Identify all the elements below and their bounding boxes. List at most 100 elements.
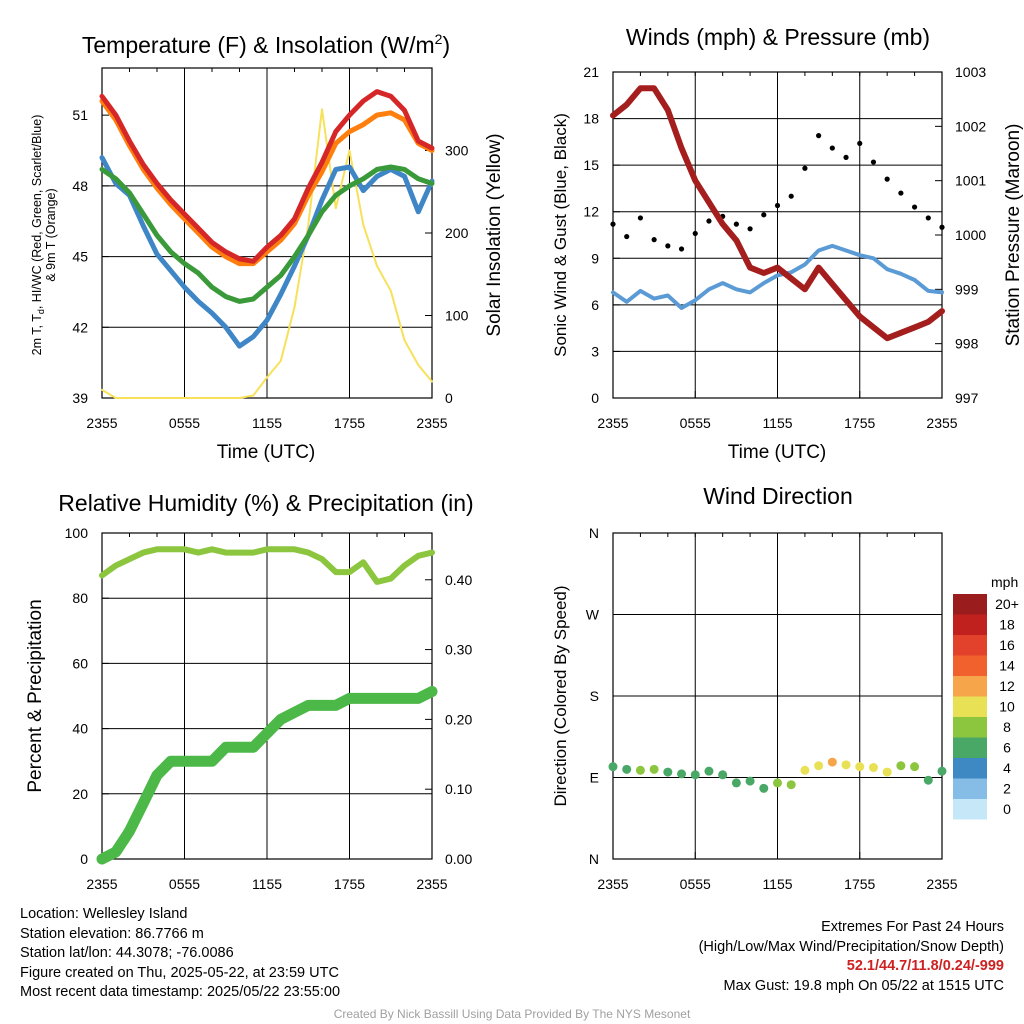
dir-x-tick-label: 2355 <box>597 876 628 892</box>
rh-x-tick-label: 0555 <box>169 876 200 892</box>
humidity-chart-title: Relative Humidity (%) & Precipitation (i… <box>58 490 473 516</box>
direction-point <box>923 775 933 785</box>
rh-y2-tick-label: 0.00 <box>445 851 472 867</box>
direction-point <box>690 770 700 780</box>
rh-x-tick-label: 1755 <box>334 876 365 892</box>
direction-chart-title: Wind Direction <box>703 483 853 509</box>
gust-point <box>733 221 739 227</box>
direction-point <box>827 757 837 767</box>
wind-y-tick-label: 0 <box>591 390 599 406</box>
gust-point <box>911 204 918 210</box>
wind-chart-title: Winds (mph) & Pressure (mb) <box>626 24 930 50</box>
temp-y-tick-label: 45 <box>72 249 88 265</box>
created-text: Figure created on Thu, 2025-05-22, at 23… <box>20 964 339 981</box>
recent-text: Most recent data timestamp: 2025/05/22 2… <box>20 984 341 1000</box>
wind-y-axis-label: Sonic Wind & Gust (Blue, Black) <box>551 113 570 357</box>
gust-point <box>925 215 931 221</box>
direction-point <box>868 763 878 773</box>
gust-point <box>774 202 781 209</box>
temp-y-tick-label: 51 <box>72 107 88 123</box>
colorbar-label: 8 <box>1003 719 1011 735</box>
temp-y-tick-label: 48 <box>72 178 88 194</box>
colorbar-swatch <box>953 758 987 779</box>
rh-y-tick-label: 40 <box>72 721 88 737</box>
temp-2m-line <box>99 89 435 264</box>
direction-point <box>608 762 618 772</box>
colorbar-label: 2 <box>1003 781 1011 797</box>
heat-index-line <box>99 98 435 267</box>
colorbar-swatch <box>953 635 987 656</box>
elevation-text: Station elevation: 86.7766 m <box>20 925 204 942</box>
temp-y2-axis-label: Solar Insolation (Yellow) <box>484 133 505 336</box>
direction-point <box>704 766 714 776</box>
gust-point <box>843 154 849 160</box>
credit-text: Created By Nick Bassill Using Data Provi… <box>333 1007 691 1021</box>
wind-y-tick-label: 12 <box>583 204 599 220</box>
dewpoint-line <box>99 164 435 304</box>
temp-x-tick-label: 1755 <box>334 415 365 431</box>
direction-y-axis-label: Direction (Colored By Speed) <box>551 585 570 806</box>
direction-point <box>773 778 782 788</box>
dir-x-tick-label: 1755 <box>844 876 875 892</box>
colorbar-swatch <box>953 676 987 697</box>
rh-y2-tick-label: 0.20 <box>445 711 472 727</box>
temp-y-axis-label: 2m T, Td, HI/WC (Red, Green, Scarlet/Blu… <box>30 115 46 356</box>
extremes-subtitle: (High/Low/Max Wind/Precipitation/Snow De… <box>698 938 1004 955</box>
direction-point <box>718 770 728 780</box>
direction-point <box>622 764 632 774</box>
direction-point <box>800 765 810 775</box>
wind-x-tick-label: 2355 <box>597 415 628 431</box>
wind-y-tick-label: 3 <box>591 343 599 359</box>
station-info: Location: Wellesley Island Station eleva… <box>20 905 340 1003</box>
extremes-info: Extremes For Past 24 Hours (High/Low/Max… <box>699 918 1004 996</box>
rh-y2-tick-label: 0.30 <box>445 642 472 658</box>
wind-frame <box>612 71 943 399</box>
sonic-wind-line <box>611 243 944 310</box>
temp-9m-line <box>99 155 435 349</box>
colorbar-swatch <box>953 696 987 717</box>
gust-point <box>857 140 863 147</box>
humidity-y-axis-label: Percent & Precipitation <box>25 599 46 792</box>
rh-x-tick-label: 2355 <box>416 876 447 892</box>
gust-point <box>747 226 753 232</box>
wind-y2-tick-label: 1000 <box>955 227 986 243</box>
colorbar-swatch <box>953 614 987 635</box>
colorbar-swatch <box>953 717 987 738</box>
wind-x-axis-label: Time (UTC) <box>728 442 827 463</box>
wind-x-tick-label: 1155 <box>762 415 792 431</box>
colorbar-label: 10 <box>999 699 1015 715</box>
gust-point <box>706 218 712 224</box>
gust-point <box>870 159 877 165</box>
colorbar-label: 6 <box>1003 740 1011 756</box>
direction-point <box>745 776 755 786</box>
temp-x-tick-label: 2355 <box>86 415 117 431</box>
gust-point <box>816 133 822 139</box>
direction-point <box>759 783 769 793</box>
wind-y2-tick-label: 999 <box>955 281 979 297</box>
dir-x-tick-label: 1155 <box>762 876 792 892</box>
temp-x-tick-label: 1155 <box>252 415 282 431</box>
dir-y-tick-label: N <box>589 525 599 541</box>
wind-y2-tick-label: 1002 <box>955 118 986 134</box>
colorbar-label: 14 <box>999 658 1015 674</box>
relative-humidity-line <box>99 546 435 585</box>
colorbar-label: 4 <box>1003 760 1011 776</box>
gust-point <box>788 193 794 199</box>
direction-point <box>882 767 892 777</box>
colorbar-label: 12 <box>999 678 1015 694</box>
temp-y2-tick-label: 0 <box>445 390 453 406</box>
temp-y-tick-label: 39 <box>72 390 88 406</box>
gust-point <box>884 176 890 182</box>
pressure-line <box>610 85 945 342</box>
humidity-plot: 2355 0555 1155 1755 2355 0 20 40 60 80 100 0.00 0.10… <box>65 525 473 892</box>
direction-plot: 2355 0555 1155 1755 2355 N E S W N <box>586 525 958 892</box>
gust-point <box>898 190 904 196</box>
temperature-plot: 2355 0555 1155 1755 2355 39 42 45 48 51 0 100 200 300 <box>72 67 469 431</box>
gust-point <box>829 145 835 151</box>
dir-y-tick-label: E <box>590 770 599 786</box>
wind-y2-tick-label: 1001 <box>955 173 986 189</box>
temp-x-tick-label: 0555 <box>169 415 200 431</box>
temp-y2-tick-label: 200 <box>445 225 469 241</box>
dir-y-tick-label: N <box>589 851 599 867</box>
